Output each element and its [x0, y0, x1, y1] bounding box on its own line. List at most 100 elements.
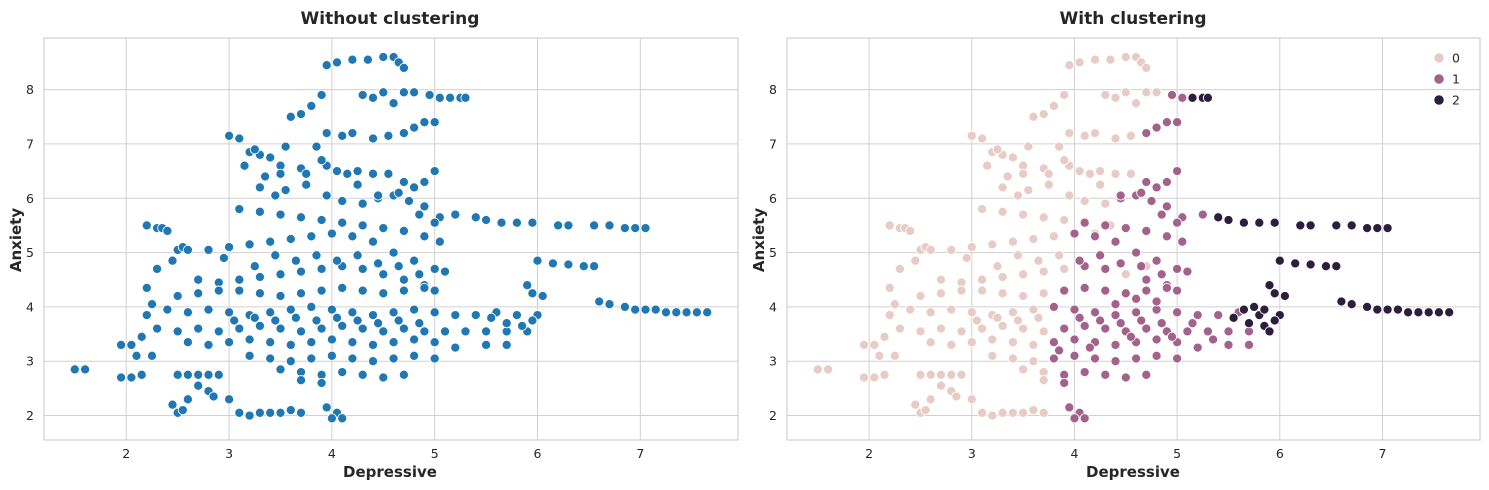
data-point — [563, 259, 574, 270]
data-point — [1110, 339, 1121, 350]
data-point — [419, 117, 430, 128]
data-point — [977, 274, 988, 285]
data-point — [956, 285, 967, 296]
data-point — [414, 318, 425, 329]
data-point — [1110, 310, 1121, 321]
left-y-tick-label: 5 — [26, 245, 34, 260]
data-point — [681, 307, 692, 318]
data-point — [1089, 307, 1101, 318]
data-point — [244, 410, 255, 421]
data-point — [1305, 259, 1316, 270]
data-point — [265, 152, 276, 163]
data-point — [367, 133, 379, 144]
data-point — [1018, 364, 1029, 375]
data-point — [1110, 133, 1121, 144]
data-point — [409, 87, 420, 98]
data-point — [1059, 285, 1070, 296]
legend-label: 0 — [1452, 51, 1460, 66]
data-point — [1079, 413, 1090, 424]
data-point — [1079, 320, 1090, 331]
data-point — [1028, 356, 1039, 367]
data-point — [1254, 217, 1265, 228]
data-point — [403, 195, 415, 207]
data-point — [1110, 356, 1121, 367]
data-point — [357, 220, 368, 231]
data-point — [373, 258, 384, 269]
data-point — [347, 231, 358, 242]
data-point — [640, 304, 651, 315]
data-point — [1074, 255, 1085, 266]
data-point — [884, 282, 895, 293]
data-point — [306, 301, 317, 312]
data-point — [1100, 285, 1111, 296]
data-point — [1100, 369, 1111, 380]
data-point — [1264, 280, 1275, 291]
data-point — [388, 337, 399, 348]
data-point — [977, 285, 988, 296]
data-point — [1213, 310, 1224, 321]
data-point — [316, 155, 327, 166]
data-point — [1018, 290, 1029, 302]
data-point — [116, 372, 127, 383]
data-point — [997, 271, 1008, 283]
data-point — [424, 89, 435, 101]
right-x-tick-label: 6 — [1276, 446, 1284, 461]
data-point — [244, 239, 255, 250]
data-point — [409, 122, 420, 133]
data-point — [326, 304, 337, 315]
data-point — [1346, 299, 1357, 310]
data-point — [265, 353, 276, 364]
data-point — [915, 290, 926, 302]
data-point — [946, 369, 957, 380]
data-point — [347, 337, 358, 348]
data-point — [254, 182, 265, 193]
data-point — [961, 252, 972, 264]
data-point — [367, 310, 379, 321]
data-point — [234, 204, 245, 215]
data-point — [1028, 405, 1039, 416]
right-y-tick-label: 4 — [769, 299, 777, 314]
data-point — [879, 369, 890, 380]
data-point — [347, 128, 358, 139]
data-point — [1007, 407, 1018, 418]
data-point — [224, 337, 235, 348]
data-point — [265, 236, 276, 247]
data-point — [481, 326, 492, 337]
data-point — [1100, 220, 1111, 231]
data-point — [1141, 285, 1152, 296]
left-scatter-plot: Without clustering Depressive Anxiety 2 3… — [7, 9, 739, 481]
right-y-tick-label: 2 — [769, 408, 777, 423]
data-point — [563, 220, 574, 231]
data-point — [311, 141, 322, 152]
data-point — [987, 350, 998, 361]
data-point — [1100, 198, 1111, 209]
data-point — [874, 350, 885, 361]
data-point — [326, 413, 337, 424]
data-point — [326, 350, 337, 361]
data-point — [373, 190, 384, 201]
right-x-axis-label: Depressive — [1086, 463, 1180, 481]
data-point — [1166, 89, 1178, 101]
data-point — [1172, 117, 1183, 128]
data-point — [1156, 318, 1167, 329]
data-point — [604, 220, 615, 231]
data-point — [295, 375, 307, 386]
data-point — [925, 394, 936, 405]
data-point — [275, 168, 286, 179]
data-point — [337, 217, 348, 228]
data-point — [260, 171, 271, 182]
data-point — [357, 285, 368, 296]
data-point — [306, 337, 317, 348]
data-point — [1131, 247, 1142, 258]
data-point — [357, 369, 368, 380]
data-point — [311, 315, 322, 326]
data-point — [1172, 263, 1183, 274]
data-point — [254, 288, 265, 299]
data-point — [146, 299, 158, 310]
right-chart-title: With clustering — [1060, 9, 1207, 29]
data-point — [1064, 60, 1075, 71]
data-point — [869, 339, 880, 350]
data-point — [1151, 296, 1162, 307]
data-point — [429, 217, 440, 228]
data-point — [80, 364, 91, 375]
